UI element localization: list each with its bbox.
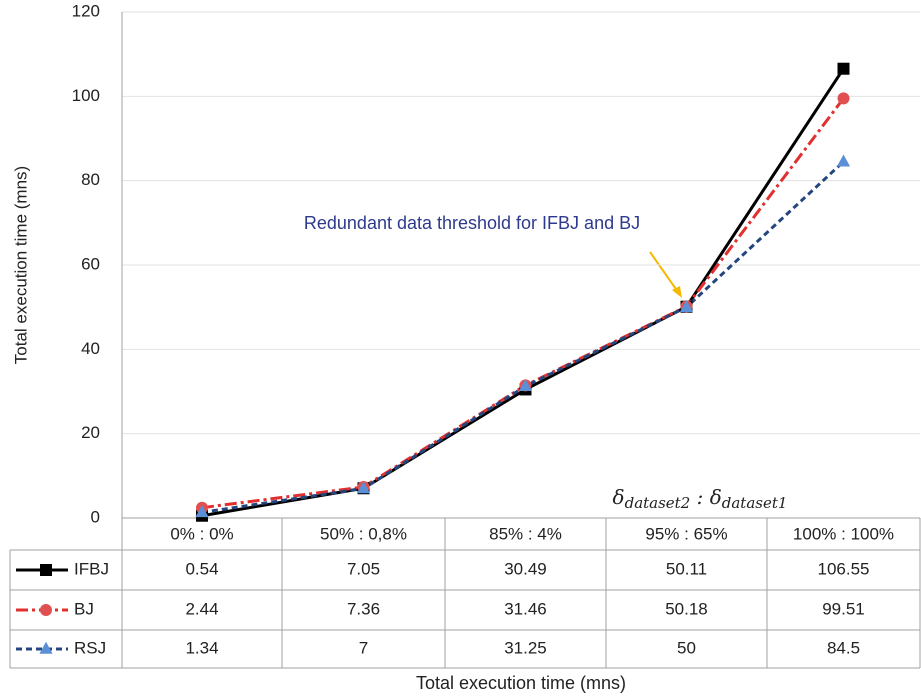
marker	[837, 92, 850, 105]
subscript: dataset1	[722, 494, 788, 512]
marker	[40, 564, 52, 576]
table-value: 106.55	[818, 559, 870, 578]
y-tick-label: 0	[91, 507, 100, 526]
x-axis-label: Total execution time (mns)	[416, 673, 626, 693]
marker	[195, 505, 209, 518]
y-tick-label: 60	[81, 254, 100, 273]
table-value: 1.34	[185, 638, 218, 657]
table-value: 50.18	[665, 599, 708, 618]
table-value: 50	[677, 638, 696, 657]
legend-label: BJ	[74, 599, 94, 618]
marker	[679, 299, 694, 312]
x-tick-label: 95% : 65%	[645, 524, 727, 543]
table-value: 7	[359, 638, 368, 657]
x-tick-label: 50% : 0,8%	[320, 524, 407, 543]
legend-label: RSJ	[74, 638, 106, 657]
table-value: 31.46	[504, 599, 547, 618]
table-value: 7.36	[347, 599, 380, 618]
y-tick-label: 20	[81, 423, 100, 442]
series-line	[201, 67, 845, 518]
annotation-arrow	[649, 251, 679, 293]
y-tick-label: 100	[72, 86, 100, 105]
marker	[837, 62, 850, 75]
y-tick-label: 120	[72, 1, 100, 20]
table-value: 31.25	[504, 638, 547, 657]
symbol: δ	[613, 485, 625, 509]
table-value: 2.44	[185, 599, 218, 618]
table-value: 99.51	[822, 599, 865, 618]
table-value: 0.54	[185, 559, 218, 578]
x-tick-label: 100% : 100%	[793, 524, 894, 543]
marker	[40, 604, 52, 616]
table-value: 84.5	[827, 638, 860, 657]
y-tick-label: 40	[81, 339, 100, 358]
x-tick-label: 85% : 4%	[489, 524, 562, 543]
y-axis-label: Total execution time (mns)	[11, 166, 30, 364]
delta-label: δdataset2 : δdataset1	[613, 485, 788, 513]
x-tick-label: 0% : 0%	[170, 524, 233, 543]
marker	[356, 481, 371, 494]
table-value: 30.49	[504, 559, 547, 578]
marker	[836, 154, 851, 167]
table-value: 50.11	[666, 559, 707, 578]
y-tick-label: 80	[81, 170, 100, 189]
symbol: :	[690, 485, 709, 509]
annotation: Redundant data threshold for IFBJ and BJ	[304, 213, 640, 233]
subscript: dataset2	[625, 494, 691, 512]
marker	[518, 379, 533, 392]
symbol: δ	[710, 485, 722, 509]
arrow-head	[672, 286, 682, 298]
legend-label: IFBJ	[74, 559, 109, 578]
table-value: 7.05	[347, 559, 380, 578]
marker	[39, 641, 53, 654]
series-line	[201, 97, 845, 510]
